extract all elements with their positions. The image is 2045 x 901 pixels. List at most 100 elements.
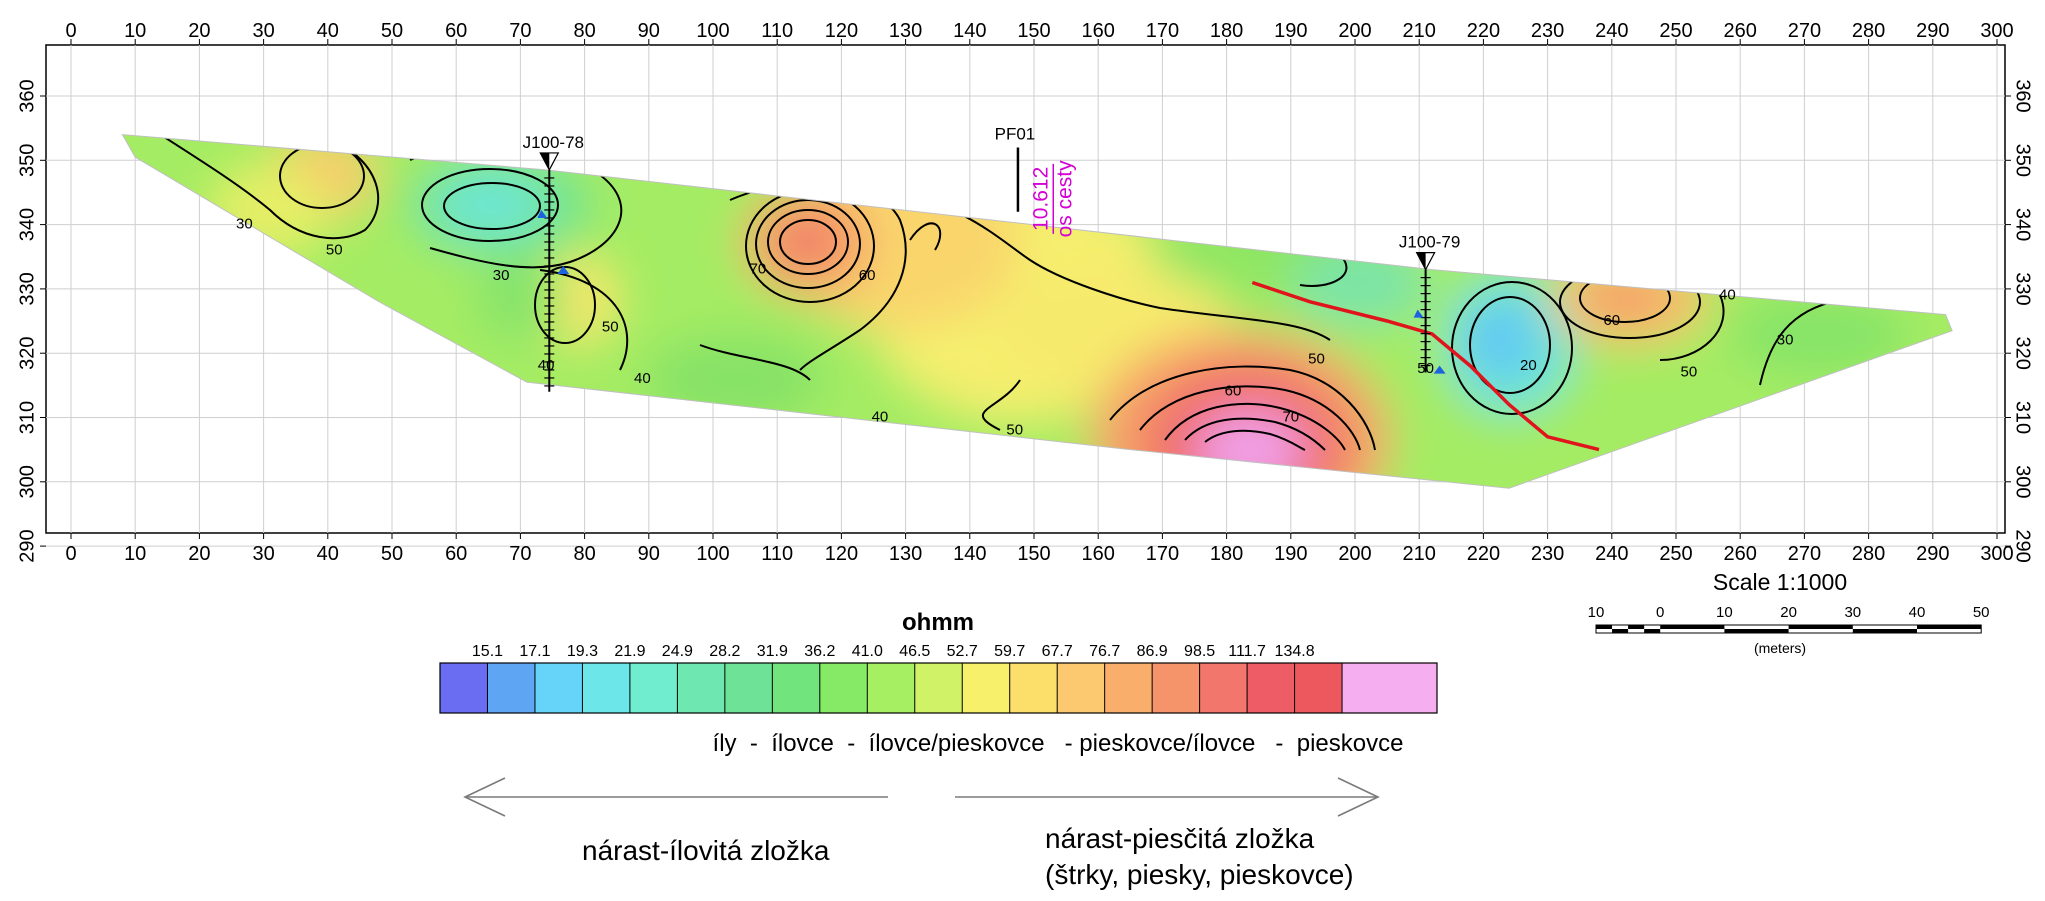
colorbar-tick-label: 134.8 xyxy=(1275,643,1315,660)
y-axis-right: 360 350 340 330 320 310 300 290 xyxy=(2005,79,2034,563)
x-tick-label-top: 220 xyxy=(1467,20,1500,42)
contour-label: 40 xyxy=(634,370,651,387)
contour-label: 70 xyxy=(750,261,767,278)
x-tick-label-top: 50 xyxy=(381,20,403,42)
borehole-label: J100-78 xyxy=(523,133,584,152)
contour-label: 50 xyxy=(1680,363,1697,380)
y-tick-label-right: 340 xyxy=(2012,208,2034,241)
x-tick-label-top: 20 xyxy=(188,20,210,42)
colorbar-tick-label: 59.7 xyxy=(994,643,1025,660)
x-tick-label-bottom: 0 xyxy=(65,543,76,565)
scale-unit: (meters) xyxy=(1754,640,1806,656)
scale-tick-label: 50 xyxy=(1973,604,1990,621)
x-tick-label-bottom: 210 xyxy=(1403,543,1436,565)
x-tick-label-bottom: 60 xyxy=(445,543,467,565)
colorbar-swatch xyxy=(1152,663,1201,713)
x-tick-label-top: 60 xyxy=(445,20,467,42)
scale-bar-segment xyxy=(1917,625,1982,629)
colorbar-swatch xyxy=(1057,663,1106,713)
x-axis-bottom: 0 10 20 30 40 50 60 70 80 90 100 110 120 130 140 150 160… xyxy=(65,533,2014,565)
contour-lines xyxy=(149,134,1841,451)
colorbar-tick-label: 111.7 xyxy=(1228,643,1266,660)
x-tick-label-bottom: 180 xyxy=(1210,543,1243,565)
colorbar-swatch xyxy=(819,663,868,713)
x-axis-top: 0 10 20 30 40 50 60 70 80 90 100 110 120 130 140 150 160… xyxy=(65,20,2014,45)
x-tick-label-bottom: 200 xyxy=(1338,543,1371,565)
scale-bar-segment xyxy=(1612,629,1629,633)
road-axis-value: 10.612 xyxy=(1029,167,1052,231)
x-tick-label-top: 70 xyxy=(509,20,531,42)
colorbar-tick-label: 67.7 xyxy=(1042,643,1073,660)
x-tick-label-bottom: 30 xyxy=(252,543,274,565)
x-tick-label-top: 140 xyxy=(953,20,986,42)
x-tick-label-top: 300 xyxy=(1980,20,2013,42)
colorbar-swatch xyxy=(1389,663,1438,713)
scale-bar-segment xyxy=(1644,629,1661,633)
right-arrow-label-2: (štrky, piesky, pieskovce) xyxy=(1045,859,1354,890)
water-level-icon xyxy=(1433,365,1446,374)
y-tick-label-right: 320 xyxy=(2012,337,2034,370)
x-tick-label-top: 180 xyxy=(1210,20,1243,42)
contour-label: 60 xyxy=(1225,383,1242,400)
scale-bar-segment xyxy=(1852,629,1917,633)
x-tick-label-bottom: 280 xyxy=(1852,543,1885,565)
colorbar-swatch xyxy=(629,663,678,713)
scale-title: Scale 1:1000 xyxy=(1713,569,1847,595)
scale-bar-segment xyxy=(1788,625,1853,629)
x-tick-label-bottom: 190 xyxy=(1274,543,1307,565)
borehole-head-fill xyxy=(1416,252,1426,270)
road-axis-group: 10.612 os cesty xyxy=(1029,160,1076,238)
contour-label: 50 xyxy=(326,241,343,258)
colorbar-swatch xyxy=(534,663,583,713)
y-tick-label-right: 360 xyxy=(2012,79,2034,112)
contour-label: 60 xyxy=(859,267,876,284)
y-tick-label-right: 310 xyxy=(2012,401,2034,434)
x-tick-label-bottom: 140 xyxy=(953,543,986,565)
y-tick-label-right: 290 xyxy=(2012,529,2034,562)
x-tick-label-top: 260 xyxy=(1724,20,1757,42)
scale-tick-label: 30 xyxy=(1844,604,1861,621)
x-tick-label-top: 150 xyxy=(1017,20,1050,42)
pf01-label: PF01 xyxy=(995,124,1036,143)
y-tick-label-left: 360 xyxy=(16,79,38,112)
colorbar-tick-label: 21.9 xyxy=(614,643,645,660)
colorbar-swatch xyxy=(1342,663,1391,713)
water-level-icon xyxy=(1413,309,1424,318)
x-tick-label-top: 40 xyxy=(317,20,339,42)
colorbar-tick-label: 76.7 xyxy=(1089,643,1120,660)
colorbar-tick-label: 31.9 xyxy=(757,643,788,660)
y-tick-label-right: 330 xyxy=(2012,272,2034,305)
x-tick-label-top: 170 xyxy=(1146,20,1179,42)
x-tick-label-bottom: 110 xyxy=(761,543,793,565)
x-tick-label-bottom: 40 xyxy=(317,543,339,565)
left-arrow-label: nárast-ílovitá zložka xyxy=(582,835,830,866)
right-arrow xyxy=(955,777,1380,817)
boreholes: J100-78 J100-79 xyxy=(523,133,1460,392)
scale-tick-label: 10 xyxy=(1588,604,1605,621)
colorbar-swatch xyxy=(867,663,916,713)
colorbar-frame xyxy=(439,662,1438,714)
y-tick-label-left: 340 xyxy=(16,208,38,241)
water-level-icon xyxy=(537,209,548,218)
x-tick-label-bottom: 240 xyxy=(1595,543,1628,565)
y-axis-left: 360 350 340 330 320 310 300 290 xyxy=(16,79,46,563)
x-tick-label-bottom: 50 xyxy=(381,543,403,565)
contour-label: 70 xyxy=(1282,408,1299,425)
water-level-icon xyxy=(557,265,570,274)
colorbar-tick-label: 52.7 xyxy=(947,643,978,660)
x-tick-label-top: 130 xyxy=(889,20,922,42)
colorbar-swatch xyxy=(1009,663,1058,713)
x-tick-label-top: 270 xyxy=(1788,20,1821,42)
scale-bar-segment xyxy=(1596,625,1613,629)
x-tick-label-top: 0 xyxy=(65,20,76,42)
colorbar-swatch xyxy=(1104,663,1153,713)
colorbar-swatch xyxy=(1199,663,1248,713)
contour-label: 60 xyxy=(1603,312,1620,329)
colorbar-tick-label: 36.2 xyxy=(804,643,835,660)
x-tick-label-bottom: 170 xyxy=(1146,543,1179,565)
pf01-marker: PF01 xyxy=(995,124,1036,212)
y-tick-label-left: 310 xyxy=(16,401,38,434)
colorbar-swatch xyxy=(487,663,536,713)
fault-line xyxy=(1251,280,1600,452)
